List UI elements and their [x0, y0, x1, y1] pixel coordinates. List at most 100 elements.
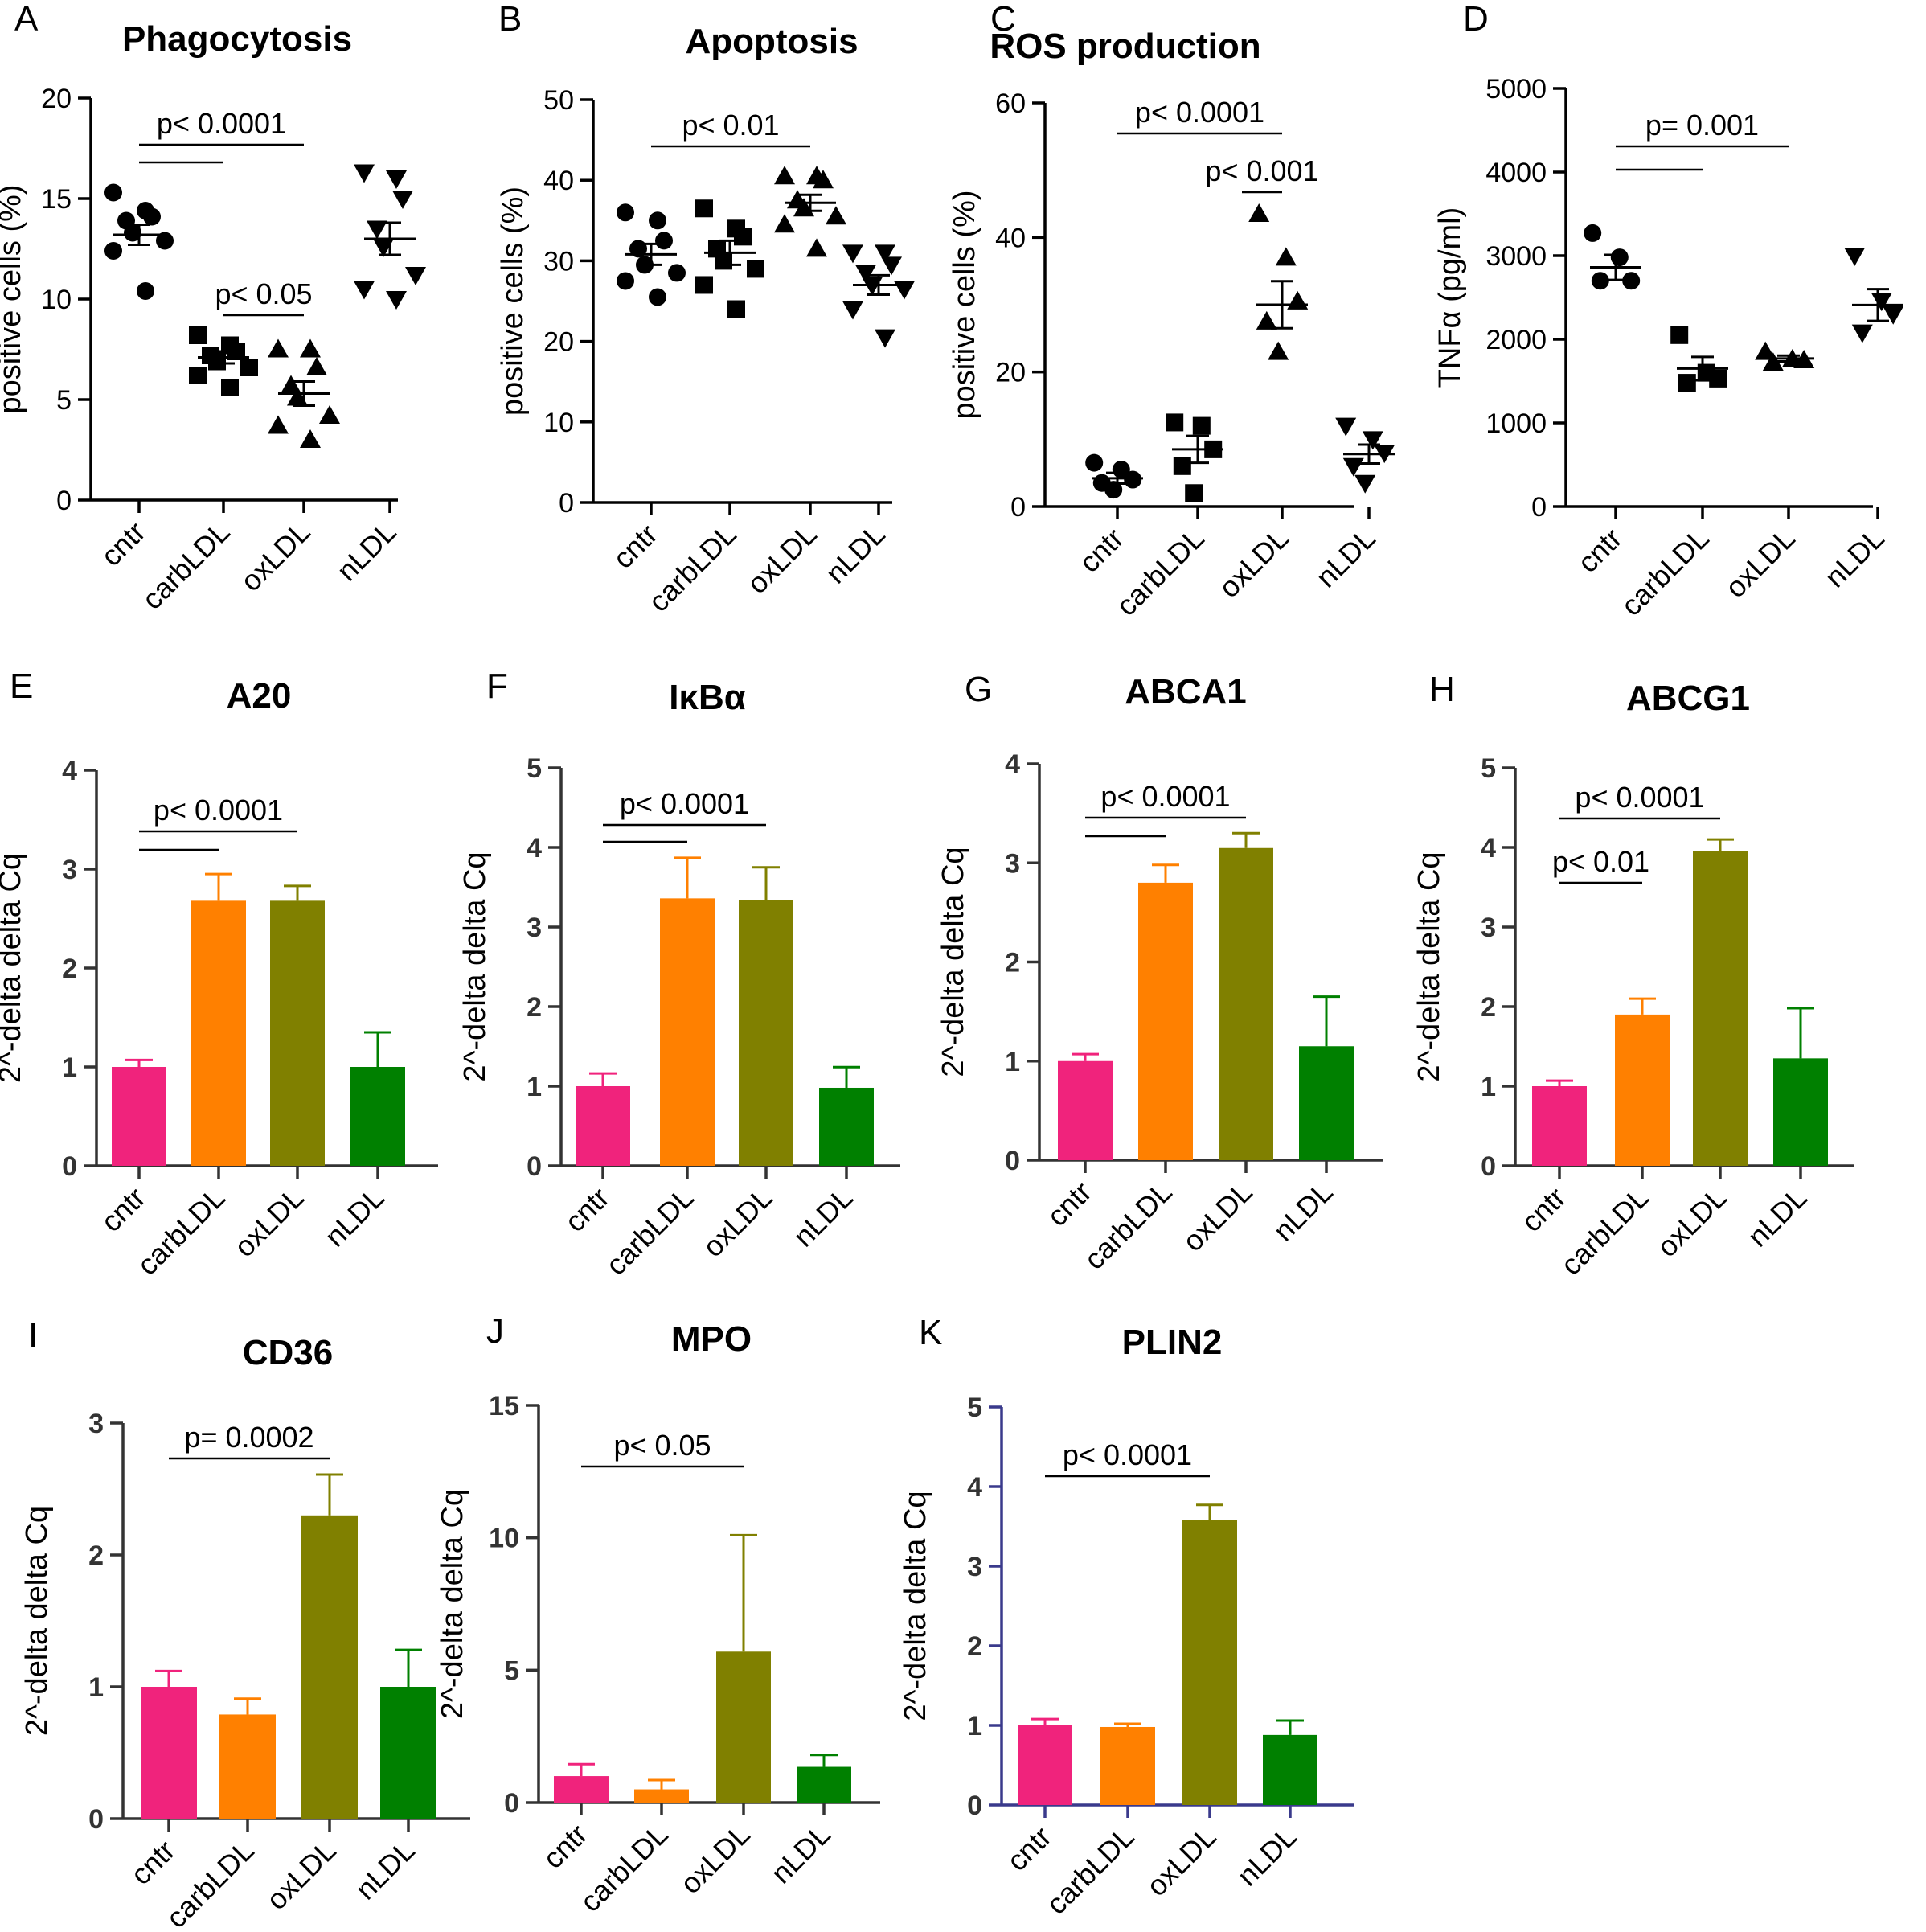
x-tick-label: oxLDL — [1212, 522, 1295, 605]
data-point-cntr — [1584, 224, 1602, 242]
y-tick-label: 0 — [559, 488, 574, 519]
x-tick-label: oxLDL — [740, 518, 823, 601]
data-point-nLDL — [894, 281, 915, 300]
data-point-carbLDL — [1709, 369, 1727, 388]
bar-oxLDL — [301, 1515, 358, 1819]
bar-oxLDL — [270, 900, 325, 1166]
data-point-carbLDL — [727, 300, 745, 318]
data-point-cntr — [104, 242, 122, 260]
x-tick-label: oxLDL — [260, 1834, 342, 1917]
y-tick-label: 20 — [995, 358, 1026, 388]
y-tick-label: 1 — [1481, 1072, 1496, 1102]
data-point-nLDL — [1851, 324, 1873, 343]
panel-letter: C — [990, 0, 1016, 39]
p-value-label: p< 0.0001 — [1575, 781, 1704, 814]
y-tick-label: 0 — [1010, 492, 1026, 523]
x-tick-label: nLDL — [1741, 1181, 1813, 1253]
chart-title: ROS production — [990, 27, 1260, 66]
data-point-nLDL — [392, 191, 413, 209]
data-point-cntr — [156, 232, 174, 250]
chart-title: A20 — [227, 676, 292, 716]
x-tick-label: oxLDL — [1650, 1181, 1733, 1264]
chart-title: PLIN2 — [1122, 1323, 1223, 1362]
p-value-label: p< 0.01 — [1552, 845, 1649, 878]
y-axis-label: positive cells (%) — [948, 190, 981, 419]
data-point-cntr — [143, 207, 161, 226]
y-tick-label: 1 — [527, 1072, 542, 1102]
panel-letter: A — [14, 0, 39, 39]
panel-letter: B — [498, 0, 522, 39]
data-point-cntr — [1104, 481, 1123, 499]
x-tick-label: nLDL — [1267, 1175, 1339, 1248]
panel-B: B Apoptosis 0 10 20 30 40 50 positive cells (%) c… — [496, 0, 915, 618]
data-point-nLDL — [1883, 306, 1904, 325]
p-value-label: p= 0.0002 — [184, 1421, 313, 1454]
bar-oxLDL — [739, 900, 793, 1166]
x-tick-label: cntr — [124, 1834, 181, 1891]
data-point-cntr — [1591, 272, 1609, 290]
y-tick-label: 1 — [967, 1711, 982, 1741]
data-point-carbLDL — [734, 228, 752, 246]
y-axis-label: 2^-delta delta Cq — [899, 1491, 932, 1721]
data-point-carbLDL — [747, 260, 764, 278]
bar-oxLDL — [1693, 851, 1748, 1166]
data-point-carbLDL — [695, 276, 713, 294]
data-point-nLDL — [1335, 417, 1357, 437]
data-point-oxLDL — [774, 214, 795, 233]
y-tick-label: 10 — [41, 285, 72, 315]
x-tick-label: cntr — [1040, 1175, 1097, 1233]
data-point-nLDL — [1844, 248, 1866, 266]
data-point-oxLDL — [1762, 352, 1784, 371]
data-point-carbLDL — [1185, 484, 1203, 502]
x-tick-label: nLDL — [787, 1181, 859, 1253]
p-value-label: p< 0.0001 — [154, 794, 283, 827]
x-tick-label: oxLDL — [696, 1181, 779, 1264]
data-point-nLDL — [405, 267, 426, 285]
y-axis-label: 2^-delta delta Cq — [20, 1506, 54, 1736]
y-tick-label: 1 — [1005, 1047, 1020, 1077]
y-tick-label: 10 — [489, 1524, 519, 1554]
bar-cntr — [554, 1776, 609, 1803]
x-tick-label: nLDL — [1309, 522, 1382, 594]
bar-nLDL — [350, 1067, 405, 1166]
bar-nLDL — [1773, 1058, 1828, 1166]
p-value-label: p< 0.05 — [613, 1429, 711, 1462]
y-tick-label: 4 — [1005, 749, 1020, 780]
x-tick-label: cntr — [606, 518, 663, 575]
chart-title: MPO — [671, 1319, 752, 1359]
data-point-cntr — [668, 264, 686, 282]
y-tick-label: 3000 — [1485, 241, 1547, 272]
data-point-cntr — [655, 232, 673, 250]
data-point-oxLDL — [1268, 341, 1289, 360]
y-axis-label: 2^-delta delta Cq — [936, 847, 970, 1077]
x-tick-label: nLDL — [1231, 1820, 1303, 1893]
data-point-cntr — [649, 211, 666, 230]
y-tick-label: 2000 — [1485, 325, 1547, 355]
y-tick-label: 5 — [56, 385, 72, 416]
data-point-oxLDL — [319, 405, 340, 424]
x-tick-label: cntr — [1072, 522, 1129, 579]
y-tick-label: 1000 — [1485, 408, 1547, 439]
data-point-carbLDL — [189, 326, 207, 344]
bar-nLDL — [380, 1687, 436, 1819]
data-point-cntr — [1622, 272, 1641, 290]
data-point-nLDL — [386, 170, 407, 189]
data-point-nLDL — [1871, 293, 1892, 312]
y-tick-label: 15 — [489, 1391, 519, 1421]
panel-letter: D — [1463, 0, 1489, 39]
y-tick-label: 3 — [1481, 913, 1496, 943]
data-point-nLDL — [354, 281, 375, 300]
x-tick-label: carbLDL — [130, 1181, 231, 1282]
panel-A: A Phagocytosis 0 5 10 15 20 positive cells (%) c… — [0, 0, 426, 616]
x-tick-label: nLDL — [349, 1834, 421, 1906]
y-tick-label: 4 — [62, 756, 77, 786]
chart-title: ABCG1 — [1626, 679, 1750, 718]
y-tick-label: 20 — [41, 84, 72, 114]
bar-cntr — [141, 1687, 197, 1819]
data-point-oxLDL — [300, 429, 321, 448]
y-tick-label: 2 — [88, 1540, 104, 1571]
y-tick-label: 2 — [967, 1631, 982, 1662]
y-tick-label: 10 — [543, 408, 574, 438]
y-axis-label: 2^-delta delta Cq — [436, 1489, 469, 1719]
